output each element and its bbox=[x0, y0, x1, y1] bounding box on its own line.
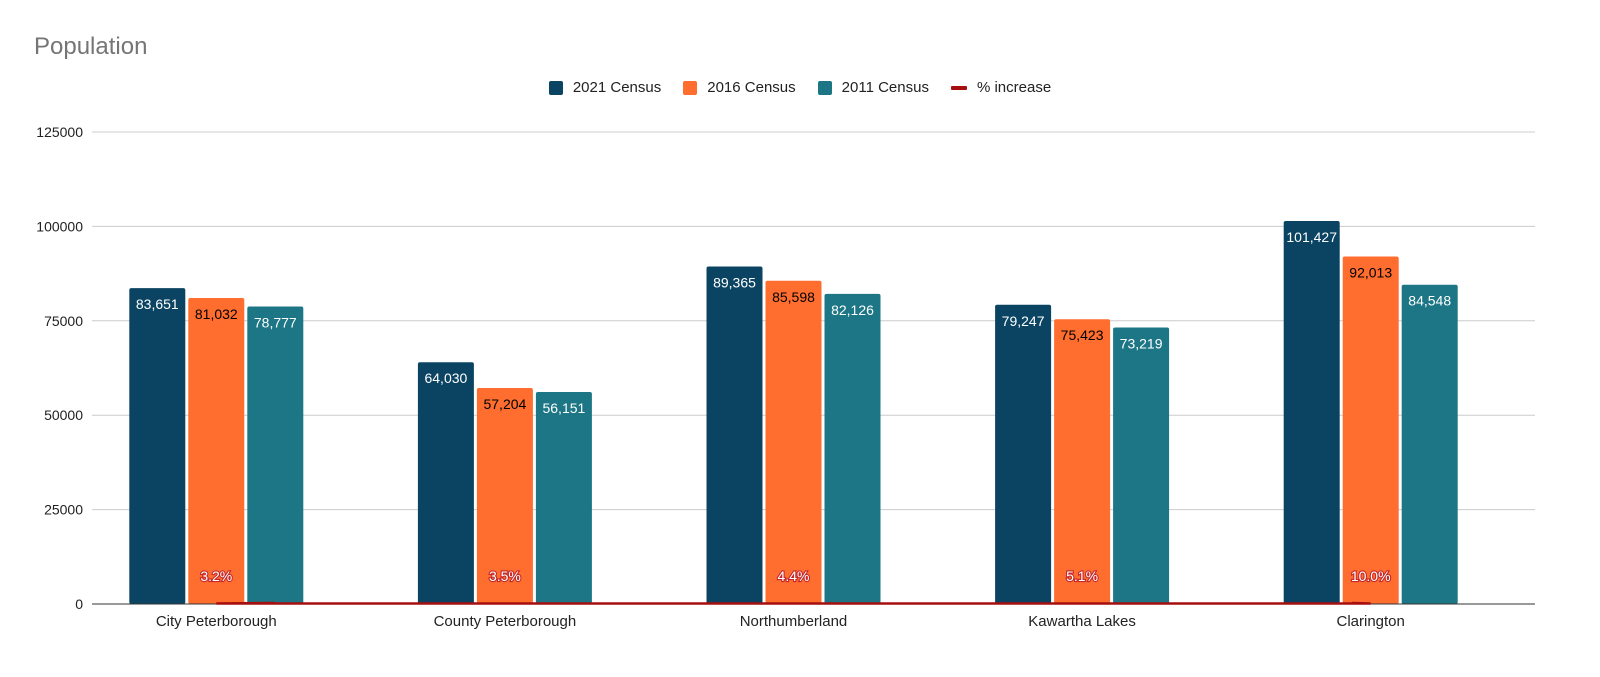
bar-data-label: 75,423 bbox=[1061, 327, 1104, 343]
legend-swatch-2016 bbox=[683, 80, 698, 95]
y-tick-label: 0 bbox=[75, 596, 83, 612]
bar bbox=[824, 293, 881, 604]
bar bbox=[1342, 256, 1399, 604]
bar bbox=[129, 288, 186, 604]
chart-legend: 2021 Census 2016 Census 2011 Census % in… bbox=[0, 79, 1600, 96]
line-data-label: 5.1% bbox=[1066, 568, 1098, 584]
y-tick-label: 25000 bbox=[44, 502, 83, 518]
bar bbox=[188, 298, 245, 604]
y-tick-label: 100000 bbox=[36, 218, 83, 234]
bar bbox=[1401, 284, 1458, 604]
bar bbox=[995, 304, 1052, 604]
x-category-label: Kawartha Lakes bbox=[1028, 613, 1136, 630]
y-tick-label: 125000 bbox=[36, 124, 83, 140]
x-category-label: Clarington bbox=[1337, 613, 1405, 630]
bar-data-label: 84,548 bbox=[1408, 293, 1451, 309]
bar-data-label: 78,777 bbox=[254, 315, 297, 331]
x-category-label: County Peterborough bbox=[434, 613, 577, 630]
bar bbox=[535, 391, 592, 604]
legend-swatch-increase bbox=[950, 85, 967, 90]
bar-data-label: 85,598 bbox=[772, 289, 815, 305]
bar bbox=[1113, 327, 1170, 604]
legend-item-2021: 2021 Census bbox=[548, 79, 662, 96]
line-data-label: 4.4% bbox=[778, 568, 810, 584]
bar-data-label: 92,013 bbox=[1349, 265, 1392, 281]
bar-data-label: 81,032 bbox=[195, 306, 238, 322]
legend-swatch-2021 bbox=[548, 80, 563, 95]
legend-label-2016: 2016 Census bbox=[707, 79, 796, 96]
line-data-label: 3.5% bbox=[489, 568, 521, 584]
bar-data-label: 89,365 bbox=[713, 275, 756, 291]
line-data-label: 10.0% bbox=[1351, 568, 1391, 584]
legend-label-2011: 2011 Census bbox=[841, 79, 929, 96]
legend-label-increase: % increase bbox=[976, 79, 1052, 96]
legend-label-2021: 2021 Census bbox=[572, 79, 662, 96]
bar bbox=[706, 266, 763, 604]
bar bbox=[247, 306, 304, 604]
bar-data-label: 64,030 bbox=[424, 370, 467, 386]
bar-data-label: 56,151 bbox=[542, 400, 585, 416]
legend-item-increase: % increase bbox=[950, 79, 1052, 96]
bar bbox=[765, 280, 822, 604]
legend-swatch-2011 bbox=[817, 80, 832, 95]
bar-data-label: 101,427 bbox=[1286, 229, 1337, 245]
bar-data-label: 83,651 bbox=[136, 296, 179, 312]
bar bbox=[476, 387, 533, 604]
y-tick-label: 75000 bbox=[44, 313, 83, 329]
x-category-label: Northumberland bbox=[740, 613, 848, 630]
chart-title: Population bbox=[34, 33, 148, 60]
line-data-label: 3.2% bbox=[200, 568, 232, 584]
legend-item-2016: 2016 Census bbox=[683, 79, 796, 96]
bar-data-label: 57,204 bbox=[483, 396, 526, 412]
bar-data-label: 82,126 bbox=[831, 302, 874, 318]
bar bbox=[417, 362, 474, 604]
bar bbox=[1054, 319, 1111, 604]
y-tick-label: 50000 bbox=[44, 407, 83, 423]
bar bbox=[1283, 221, 1340, 604]
x-category-label: City Peterborough bbox=[156, 613, 277, 630]
bar-data-label: 73,219 bbox=[1120, 336, 1163, 352]
bar-data-label: 79,247 bbox=[1002, 313, 1045, 329]
legend-item-2011: 2011 Census bbox=[817, 79, 929, 96]
